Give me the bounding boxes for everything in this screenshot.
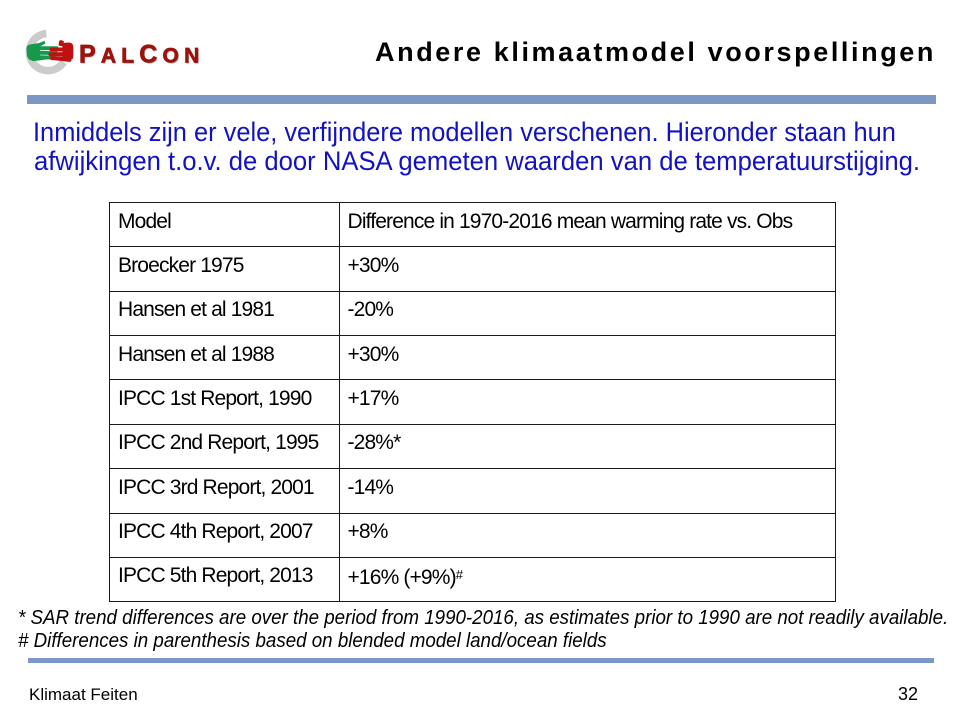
svg-text:PALCON: PALCON: [79, 41, 204, 69]
svg-text:PALCON: PALCON: [80, 41, 205, 69]
